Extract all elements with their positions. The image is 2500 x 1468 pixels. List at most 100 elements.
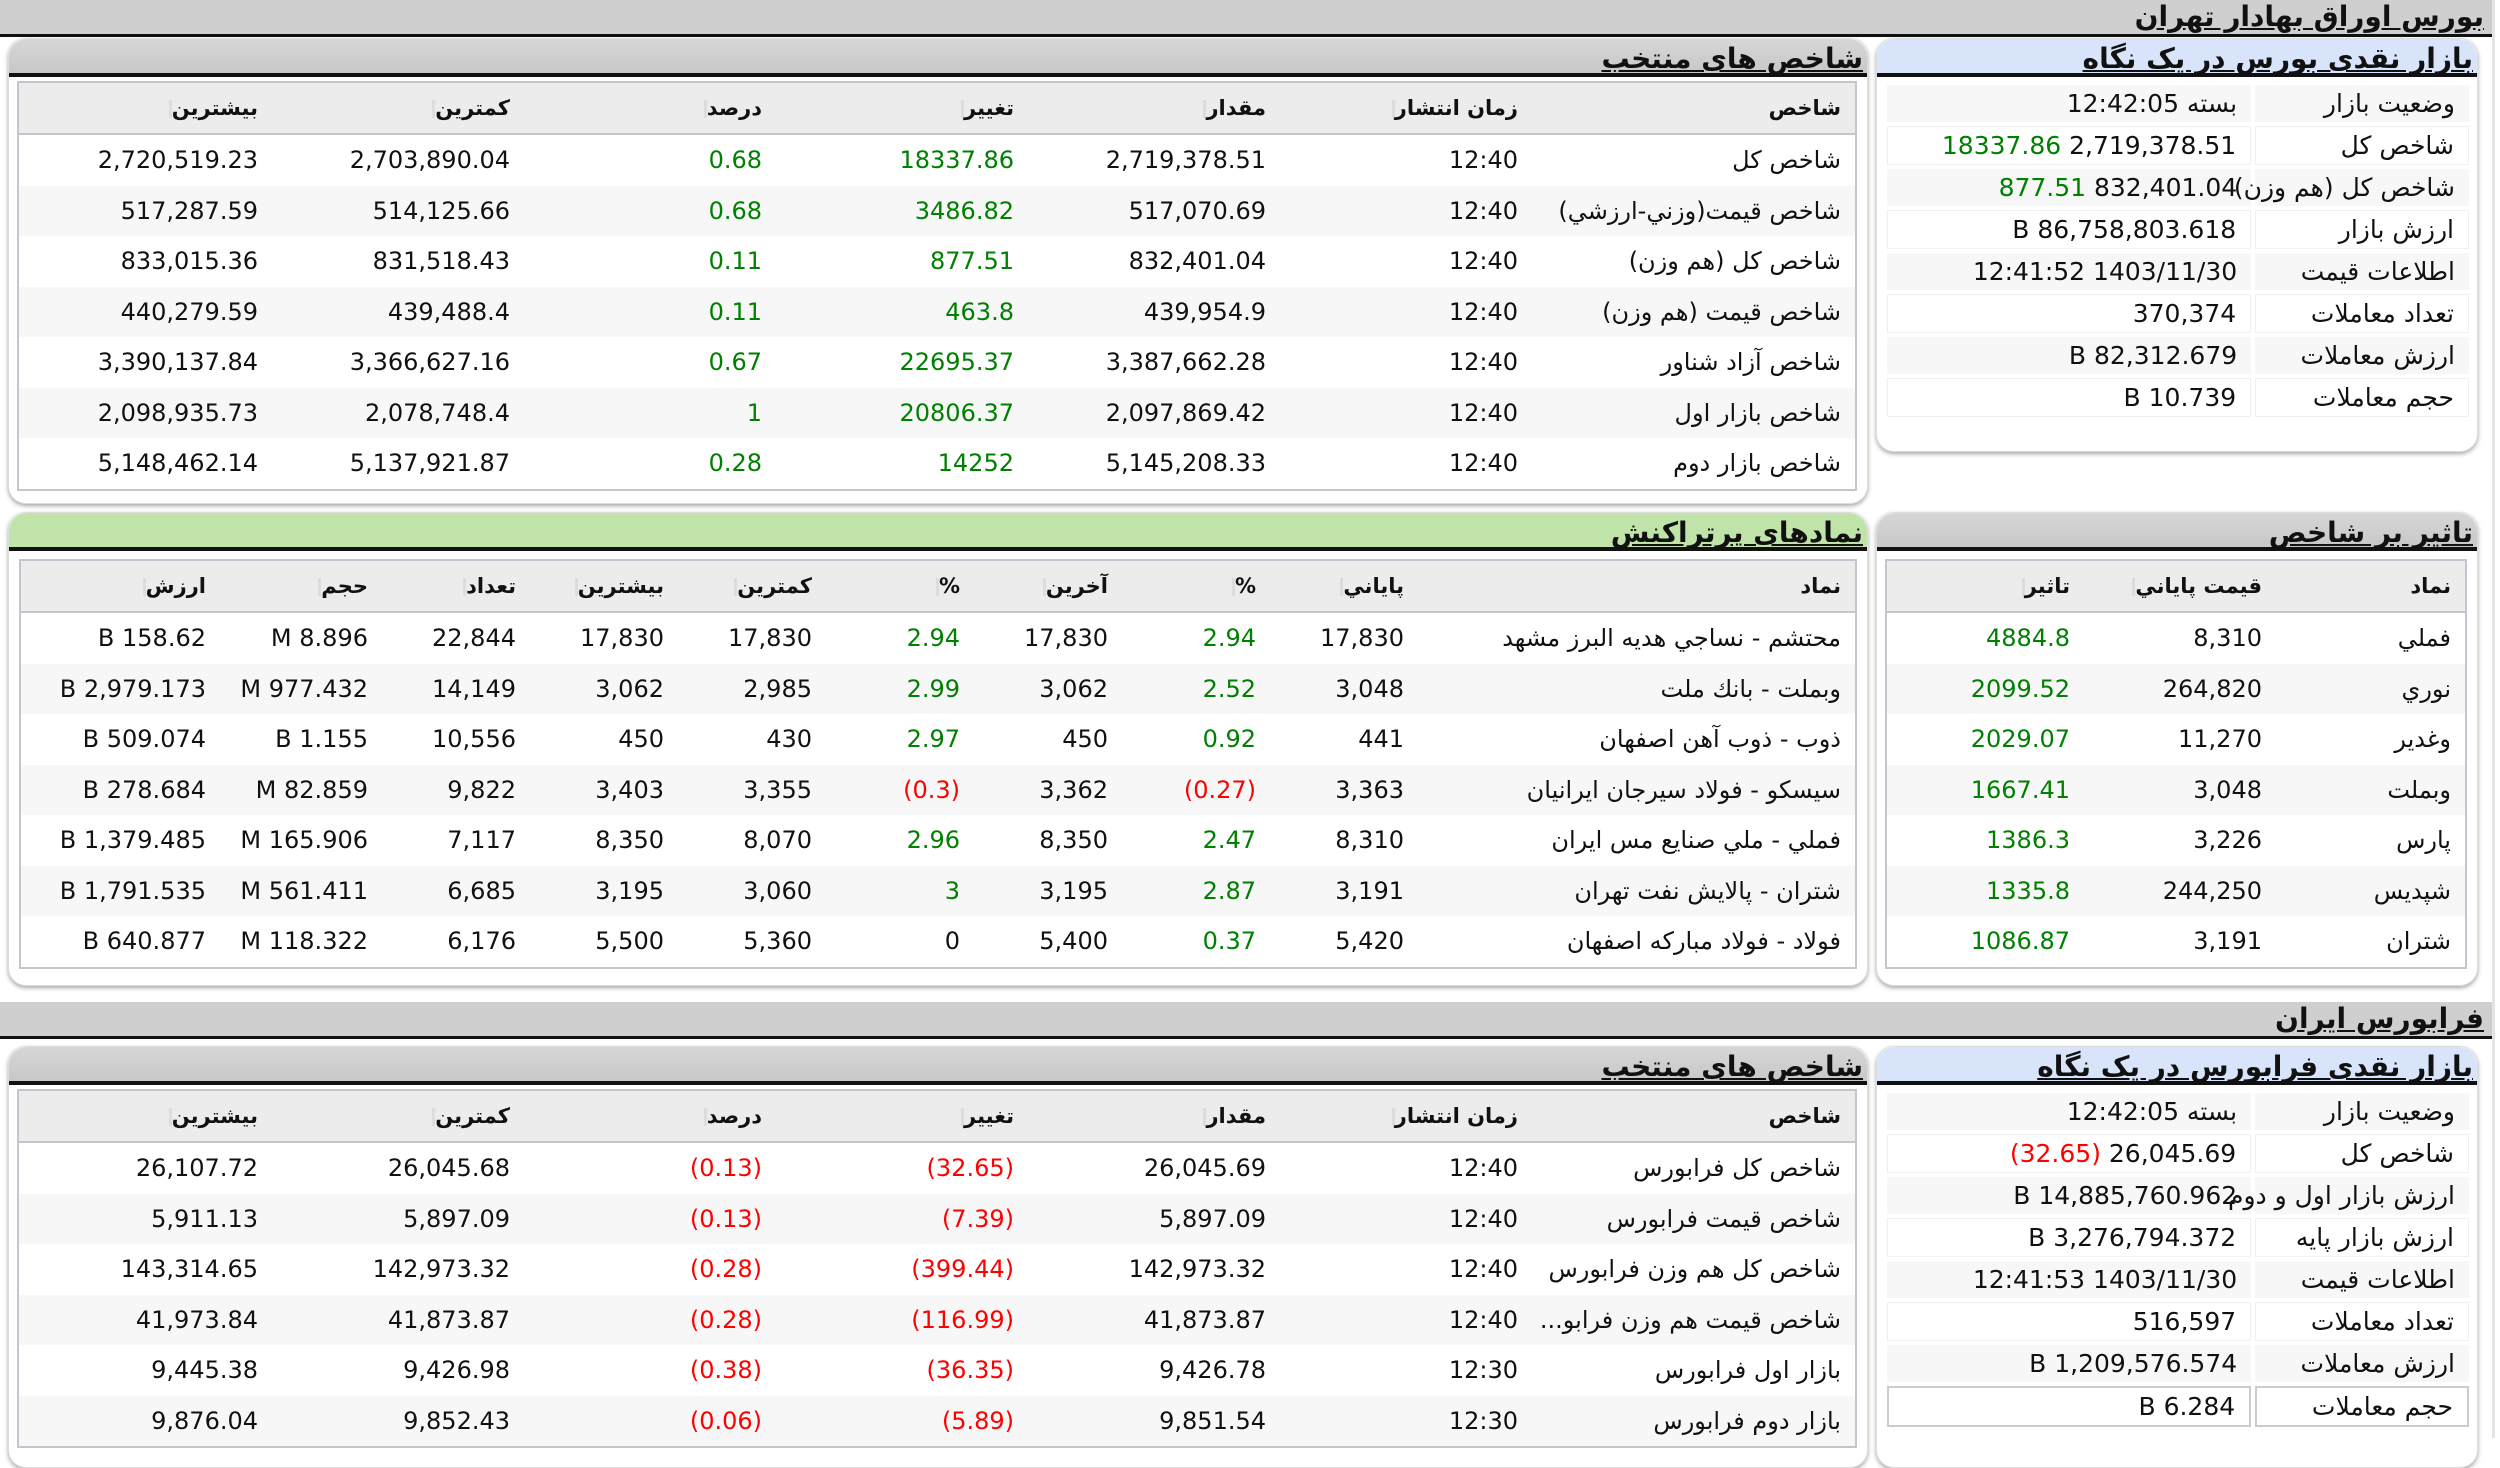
table-cell: 9,445.38 <box>151 1356 258 1385</box>
table-row[interactable]: وغدير 11,270 2029.07 <box>1886 714 2466 765</box>
tse-impact-panel: تاثیر بر شاخص نماد قيمت پاياني تاثير فملي 8,… <box>1876 512 2478 986</box>
table-cell: 514,125.66 <box>272 185 524 236</box>
table-row[interactable]: فملي - ملي صنايع مس ايران 8,310 2.47 8,350 2… <box>20 815 1856 866</box>
column-header[interactable]: % <box>826 560 974 613</box>
column-header[interactable]: نماد <box>1418 560 1856 613</box>
table-row[interactable]: شاخص كل 12:40 2,719,378.51 18337.86 0.68 2,70… <box>18 134 1856 186</box>
summary-row: ارزش بازار اول و دوم 14,885,760.962 B <box>1887 1177 2469 1214</box>
table-cell: 1 <box>524 387 776 438</box>
panel-title: شاخص های منتخب <box>1601 1050 1863 1083</box>
table-cell: 640.877 B <box>82 927 206 956</box>
table-cell: شاخص آزاد شناور <box>1660 348 1841 377</box>
column-header[interactable]: شاخص <box>1532 82 1856 135</box>
column-header[interactable]: تعداد <box>382 560 530 613</box>
column-header[interactable]: درصد <box>524 82 776 135</box>
column-header[interactable]: حجم <box>220 560 382 613</box>
table-cell: (399.44) <box>911 1255 1014 1284</box>
column-header[interactable]: نماد <box>2276 560 2466 613</box>
table-cell: شاخص بازار اول <box>1532 387 1856 438</box>
table-row[interactable]: شاخص بازار دوم 12:40 5,145,208.33 14252 0.28… <box>18 438 1856 490</box>
column-header[interactable]: درصد <box>524 1090 776 1143</box>
table-cell: 6,176 <box>447 927 516 956</box>
column-header[interactable]: قيمت پاياني <box>2084 560 2276 613</box>
summary-value-text: 26,045.69 <box>2108 1139 2237 1168</box>
table-cell: (0.28) <box>524 1294 776 1345</box>
table-cell: (0.13) <box>524 1193 776 1244</box>
table-row[interactable]: ذوب - ذوب آهن اصفهان 441 0.92 450 2.97 430 450… <box>20 714 1856 765</box>
tse-active-symbols-panel: نمادهای پرتراکنش نماد پاياني% آخرين% كمترين… <box>8 512 1868 986</box>
column-header[interactable]: تاثير <box>1886 560 2084 613</box>
column-header[interactable]: بيشترين <box>18 1090 272 1143</box>
table-cell: 12:40 <box>1280 286 1532 337</box>
table-row[interactable]: شاخص آزاد شناور 12:40 3,387,662.28 22695.37… <box>18 337 1856 388</box>
table-cell: 264,820 <box>2084 663 2276 714</box>
column-header[interactable]: کمترين <box>272 82 524 135</box>
table-row[interactable]: شاخص قيمت هم وزن فرابو... 12:40 41,873.87(… <box>18 1294 1856 1345</box>
table-cell: 12:40 <box>1448 449 1518 478</box>
table-cell: 17,830 <box>728 624 812 653</box>
column-header[interactable]: بيشترين <box>18 82 272 135</box>
table-row[interactable]: شپديس 244,250 1335.8 <box>1886 865 2466 916</box>
table-cell: 1386.3 <box>1986 826 2070 855</box>
table-cell: 450 <box>618 725 664 754</box>
summary-value: 6.284 B <box>1887 1386 2252 1427</box>
table-row[interactable]: شاخص كل فرابورس 12:40 26,045.69 (32.65) (0.1… <box>18 1142 1856 1194</box>
summary-value-text: 14,885,760.962 B <box>2013 1181 2238 1210</box>
ifb-section-title: فرابورس ایران <box>2275 1002 2484 1035</box>
table-cell: شاخص كل (هم وزن) <box>1628 247 1841 276</box>
table-row[interactable]: محتشم - نساجي هديه البرز مشهد 17,830 2.94 1… <box>20 612 1856 664</box>
table-cell: 12:40 <box>1448 1154 1518 1183</box>
table-row[interactable]: وبملت - بانك ملت 3,048 2.52 3,062 2.99 2,985 3… <box>20 663 1856 714</box>
table-row[interactable]: شاخص قيمت (هم وزن) 12:40 439,954.9 463.8 0.1… <box>18 286 1856 337</box>
column-header[interactable]: مقدار <box>1028 82 1280 135</box>
column-header[interactable]: زمان انتشار <box>1280 1090 1532 1143</box>
table-cell: 977.432 M <box>220 663 382 714</box>
column-header[interactable]: ارزش <box>20 560 220 613</box>
column-header[interactable]: شاخص <box>1532 1090 1856 1143</box>
column-header[interactable]: پاياني <box>1270 560 1418 613</box>
table-cell: 5,420 <box>1335 927 1404 956</box>
table-row[interactable]: شاخص بازار اول 12:40 2,097,869.42 20806.37 1… <box>18 387 1856 438</box>
table-cell: 9,822 <box>382 764 530 815</box>
column-header[interactable]: کمترين <box>272 1090 524 1143</box>
table-row[interactable]: بازار اول فرابورس 12:30 9,426.78 (36.35) (0.… <box>18 1345 1856 1396</box>
table-row[interactable]: سيسكو - فولاد سيرجان ايرانيان 3,363 (0.27)… <box>20 764 1856 815</box>
table-row[interactable]: بازار دوم فرابورس 12:30 9,851.54 (5.89) (0.0… <box>18 1395 1856 1447</box>
summary-row: حجم معاملات 10.739 B <box>1887 378 2469 417</box>
table-row[interactable]: شتران - پالايش نفت تهران 3,191 2.87 3,195 3 3… <box>20 865 1856 916</box>
column-header[interactable]: آخرين <box>974 560 1122 613</box>
column-header[interactable]: بيشترين <box>530 560 678 613</box>
column-header[interactable]: زمان انتشار <box>1280 82 1532 135</box>
column-header[interactable]: مقدار <box>1028 1090 1280 1143</box>
column-header[interactable]: تغيير <box>776 82 1028 135</box>
table-cell: شتران <box>2386 927 2451 956</box>
table-row[interactable]: پارس 3,226 1386.3 <box>1886 815 2466 866</box>
column-header[interactable]: % <box>1122 560 1270 613</box>
table-cell: وبملت <box>2276 764 2466 815</box>
summary-row: وضعيت بازار بسته 12:42:05 <box>1887 85 2469 122</box>
table-cell: 6,685 <box>382 865 530 916</box>
table-row[interactable]: شتران 3,191 1086.87 <box>1886 916 2466 968</box>
table-cell: 118.322 M <box>240 927 368 956</box>
table-cell: 17,830 <box>580 624 664 653</box>
table-row[interactable]: نوري 264,820 2099.52 <box>1886 663 2466 714</box>
tse-glance-table: وضعيت بازار بسته 12:42:05 شاخص كل 2,719,378… <box>1883 81 2473 421</box>
table-row[interactable]: شاخص قيمت(وزني-ارزشي) 12:40 517,070.69 3486… <box>18 185 1856 236</box>
column-header[interactable]: تغيير <box>776 1090 1028 1143</box>
table-cell: 430 <box>766 725 812 754</box>
table-row[interactable]: شاخص كل هم وزن فرابورس 12:40 142,973.32 (39… <box>18 1244 1856 1295</box>
table-row[interactable]: فملي 8,310 4884.8 <box>1886 612 2466 664</box>
summary-row: ارزش بازار پايه 3,276,794.372 B <box>1887 1218 2469 1257</box>
table-row[interactable]: شاخص قيمت فرابورس 12:40 5,897.09 (7.39) (0.1… <box>18 1193 1856 1244</box>
table-row[interactable]: فولاد - فولاد مباركه اصفهان 5,420 0.37 5,40… <box>20 916 1856 968</box>
table-cell: (36.35) <box>926 1356 1014 1385</box>
table-cell: وغدير <box>2394 725 2451 754</box>
table-cell: 8,310 <box>1335 826 1404 855</box>
table-row[interactable]: شاخص كل (هم وزن) 12:40 832,401.04 877.51 0.1… <box>18 236 1856 287</box>
table-row[interactable]: وبملت 3,048 1667.41 <box>1886 764 2466 815</box>
column-header[interactable]: كمترين <box>678 560 826 613</box>
table-cell: شپديس <box>2276 865 2466 916</box>
ifb-indices-panel: شاخص های منتخب شاخص زمان انتشار مقدار تغيير… <box>8 1046 1868 1468</box>
table-cell: 158.62 B <box>97 624 206 653</box>
table-cell: 4884.8 <box>1986 624 2070 653</box>
